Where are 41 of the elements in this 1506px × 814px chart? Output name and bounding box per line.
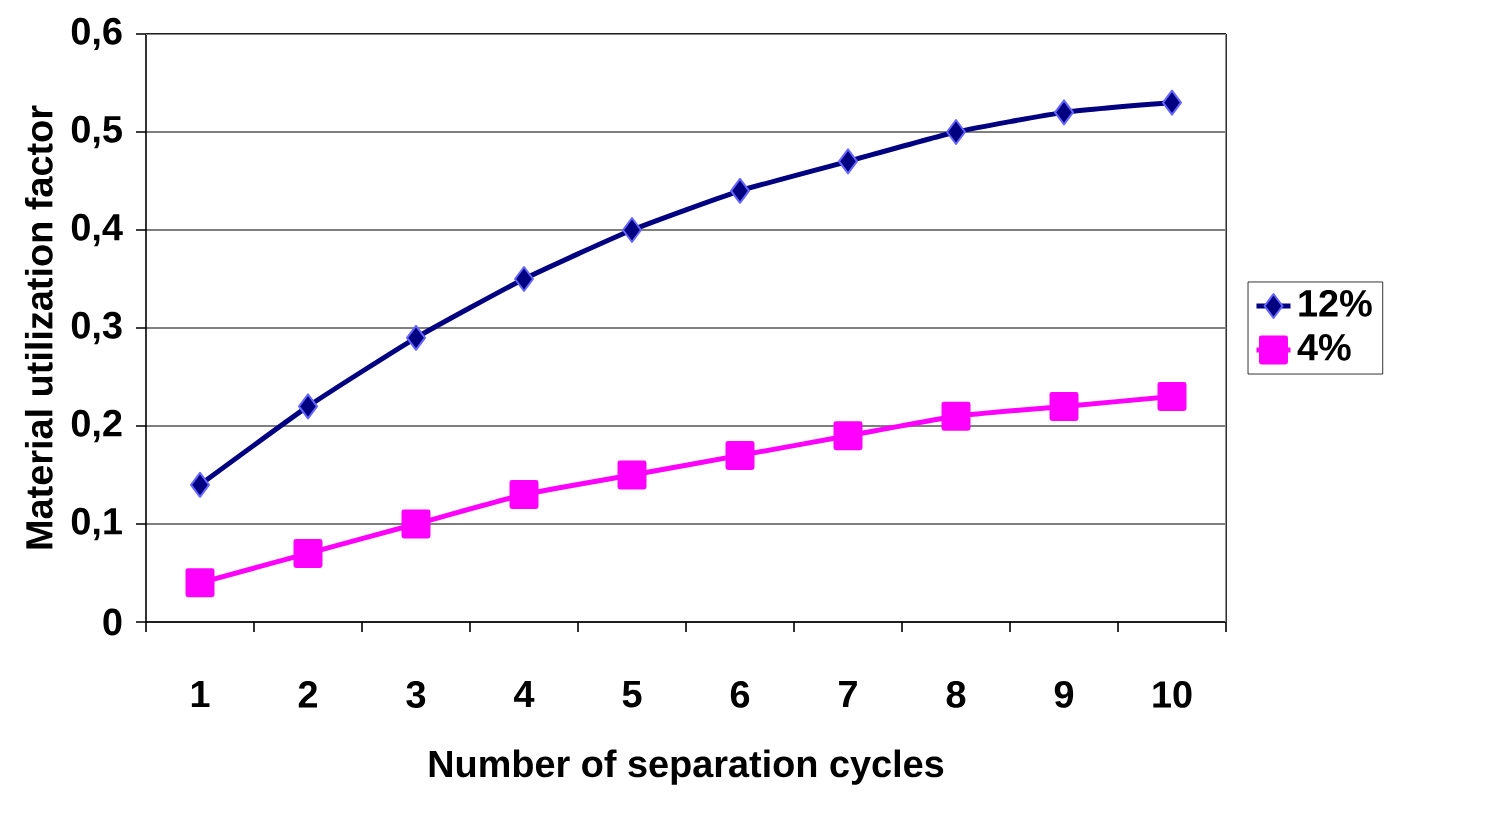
legend-label: 4% (1297, 334, 1351, 361)
y-tick-label: 0,3 (71, 311, 122, 345)
point (190, 471, 210, 498)
point (622, 216, 643, 243)
x-tick-label: 7 (839, 681, 857, 708)
x-tick-label: 1 (191, 681, 210, 708)
x-axis-title: Number of separation cycles (429, 749, 944, 785)
x-tick-label: 2 (298, 681, 318, 708)
point (298, 393, 318, 420)
point (1054, 99, 1075, 126)
x-tick-label: 8 (946, 681, 966, 708)
point (514, 266, 534, 292)
point (401, 509, 431, 539)
x-tick-label: 4 (514, 681, 535, 708)
x-tick-label: 10 (1153, 681, 1192, 708)
legend-label: 12% (1299, 289, 1372, 317)
point (838, 148, 859, 175)
point (833, 421, 863, 451)
x-tick-label: 9 (1054, 681, 1074, 708)
x-tick-label: 6 (730, 681, 750, 708)
y-tick-label: 0 (103, 608, 122, 636)
y-tick-label: 0,4 (71, 213, 123, 247)
point (725, 440, 755, 470)
point (185, 568, 215, 598)
point (1049, 391, 1079, 421)
x-tick-label: 5 (622, 681, 642, 708)
point (406, 324, 426, 351)
point (1162, 89, 1183, 116)
point (941, 401, 971, 431)
point (946, 118, 967, 145)
point (730, 177, 751, 204)
y-tick-label: 0,2 (71, 409, 122, 443)
point (1157, 382, 1187, 412)
point (509, 480, 539, 510)
y-tick-label: 0,5 (71, 115, 122, 149)
x-tick-label: 3 (406, 681, 426, 708)
y-axis-title: Material utilization factor (24, 105, 53, 549)
y-tick-label: 0,6 (71, 17, 122, 51)
point (617, 460, 647, 490)
point (293, 538, 323, 568)
y-tick-label: 0,1 (71, 507, 122, 541)
